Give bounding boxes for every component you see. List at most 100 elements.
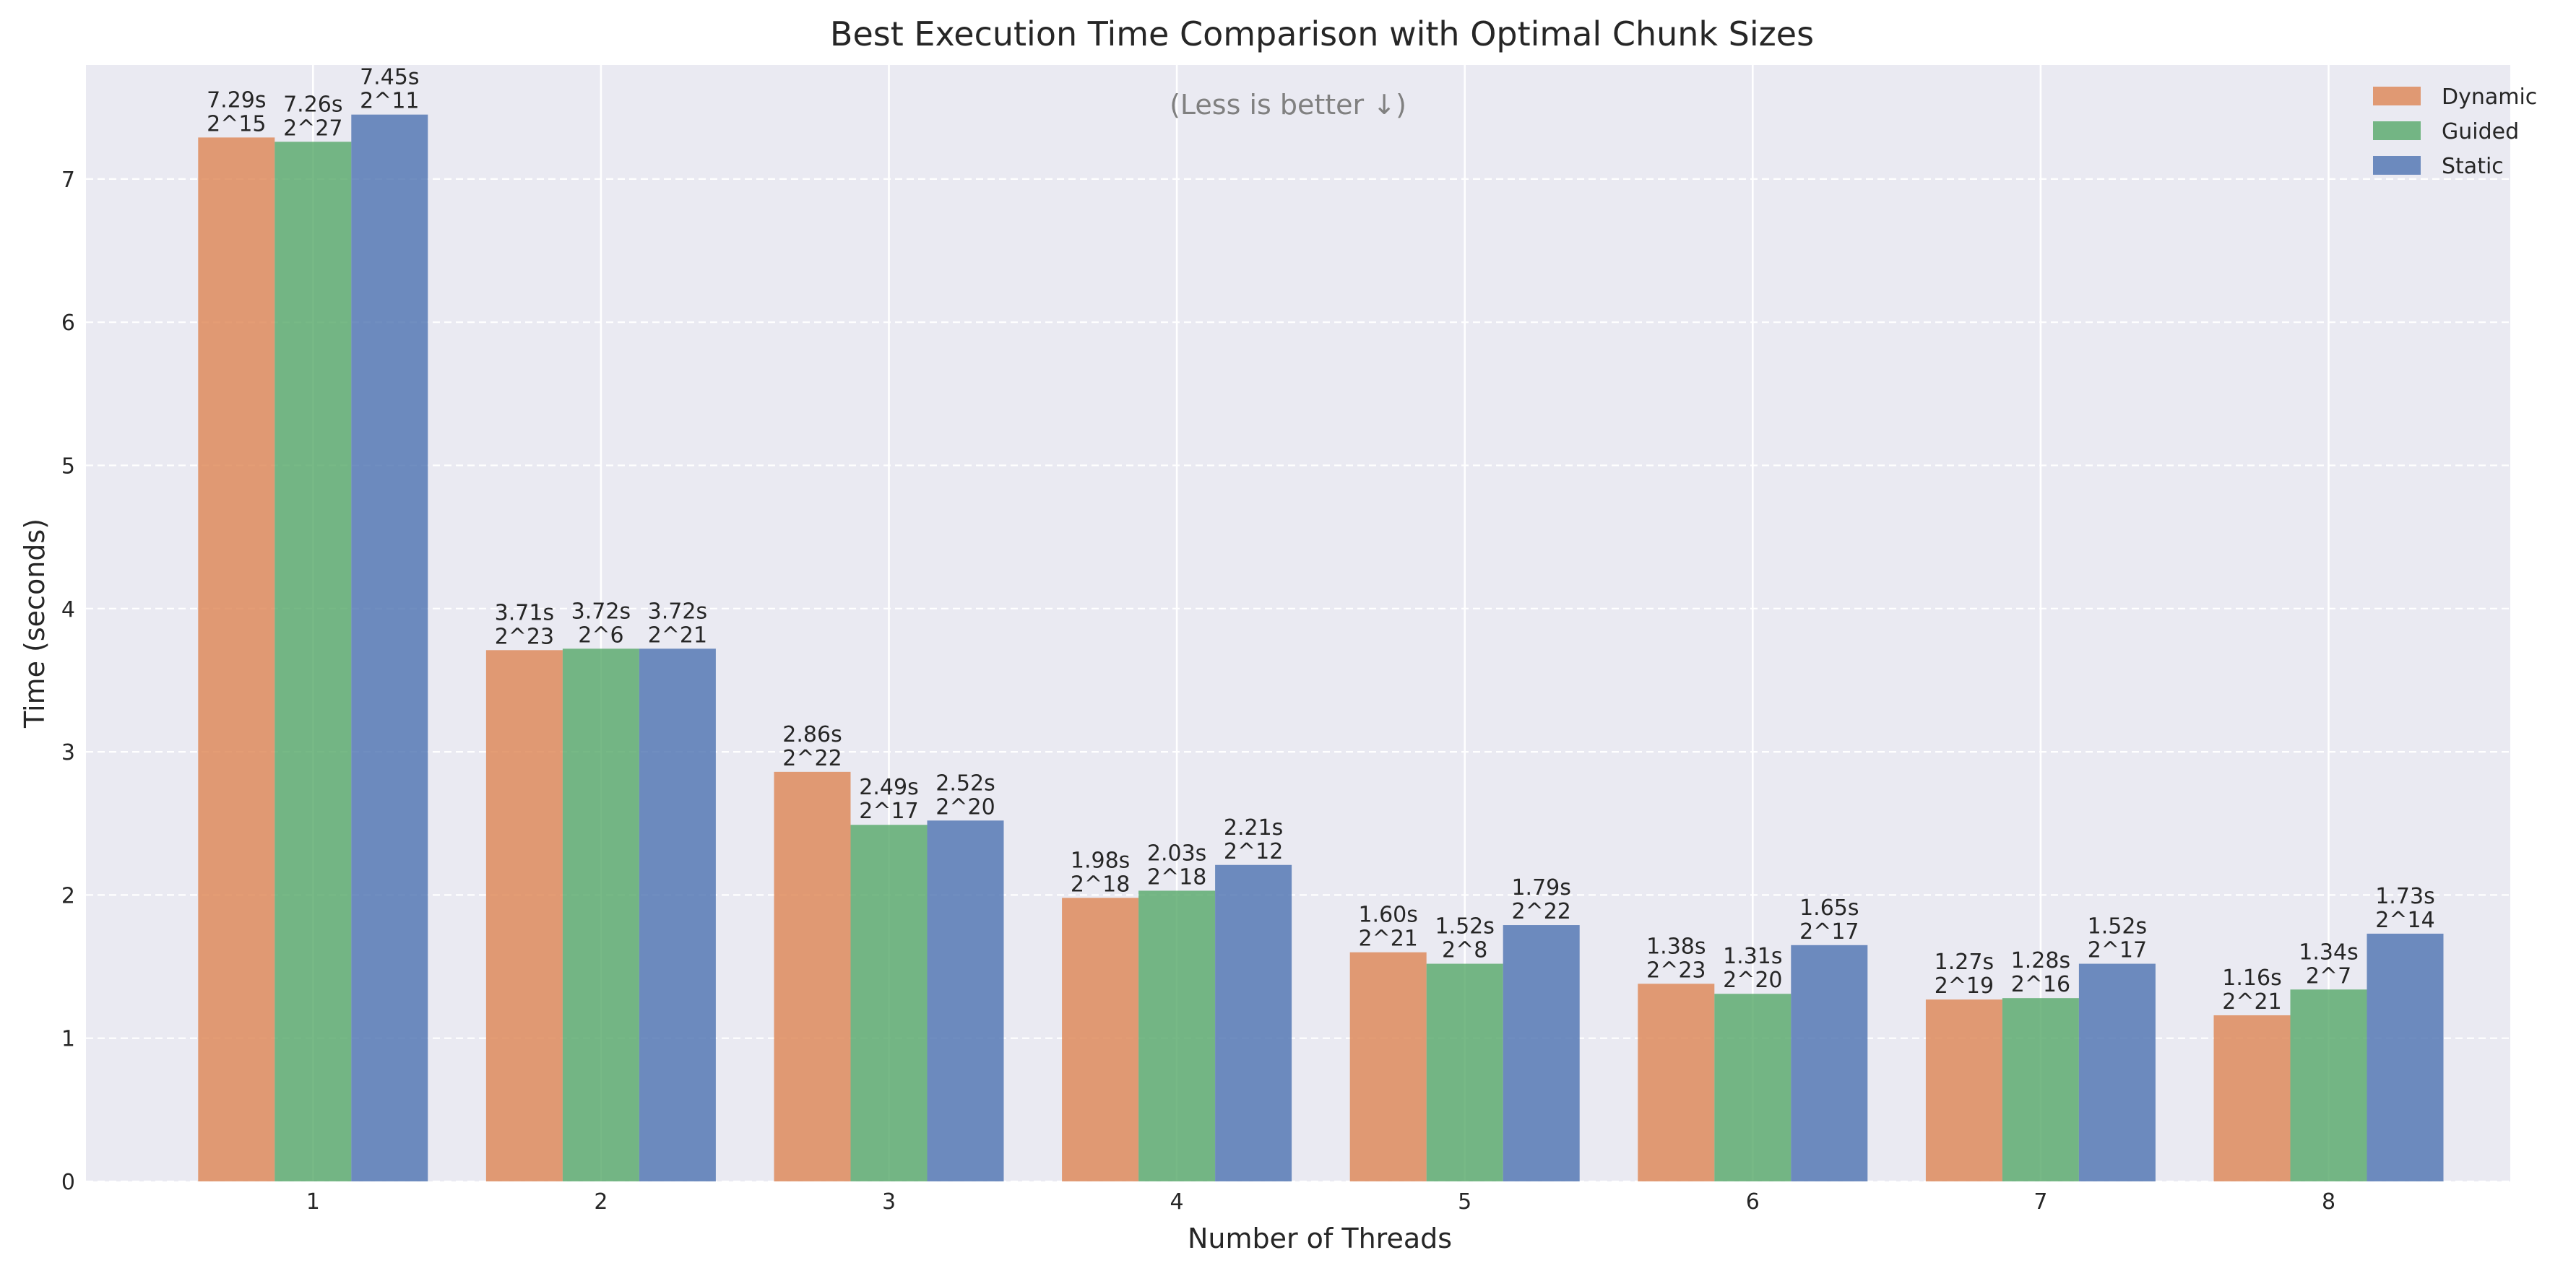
- x-tick-label: 5: [1458, 1189, 1471, 1215]
- bar-chunk-label: 2^18: [1147, 864, 1206, 890]
- bar-labels-layer: 7.29s2^153.71s2^232.86s2^221.98s2^181.60…: [207, 65, 2435, 1015]
- y-tick-label: 5: [61, 454, 75, 479]
- legend: Dynamic Guided Static: [2373, 84, 2537, 179]
- x-tick-label: 1: [306, 1189, 320, 1215]
- bar-guided-5: [1426, 963, 1503, 1181]
- bar-guided-2: [562, 648, 639, 1181]
- bar-chunk-label: 2^21: [2222, 989, 2281, 1015]
- bar-time-label: 1.60s: [1358, 903, 1417, 928]
- bar-static-3: [927, 820, 1004, 1181]
- bar-chunk-label: 2^17: [1799, 919, 1859, 945]
- less-is-better-note: (Less is better ↓): [1170, 89, 1406, 121]
- bar-guided-3: [850, 825, 928, 1181]
- bar-time-label: 2.52s: [935, 771, 995, 796]
- bar-chunk-label: 2^14: [2375, 908, 2434, 933]
- legend-label-dynamic: Dynamic: [2442, 84, 2537, 110]
- y-tick-label: 1: [61, 1027, 75, 1052]
- bar-time-label: 2.49s: [859, 775, 918, 800]
- bar-time-label: 1.52s: [1435, 914, 1494, 939]
- bar-chunk-label: 2^18: [1071, 872, 1130, 897]
- y-tick-label: 2: [61, 883, 75, 908]
- bar-guided-7: [2002, 998, 2079, 1181]
- bar-static-7: [2078, 963, 2156, 1181]
- bar-dynamic-7: [1925, 999, 2002, 1181]
- y-axis-label: Time (seconds): [19, 518, 51, 729]
- bar-chunk-label: 2^20: [935, 794, 995, 820]
- bar-time-label: 1.27s: [1935, 950, 1994, 975]
- legend-swatch-guided: [2373, 121, 2421, 140]
- bar-chunk-label: 2^6: [578, 622, 623, 648]
- bar-dynamic-8: [2213, 1015, 2291, 1181]
- bar-guided-1: [275, 142, 352, 1181]
- bar-time-label: 7.45s: [360, 65, 419, 90]
- bar-chunk-label: 2^17: [859, 799, 918, 824]
- bar-guided-4: [1138, 890, 1216, 1181]
- x-tick-label: 4: [1170, 1189, 1184, 1215]
- bar-static-6: [1791, 945, 1868, 1181]
- bar-static-5: [1503, 925, 1580, 1181]
- bar-time-label: 2.21s: [1224, 815, 1283, 841]
- bar-static-4: [1215, 864, 1292, 1181]
- bar-dynamic-3: [774, 771, 851, 1181]
- bar-guided-6: [1714, 994, 1791, 1181]
- bar-chunk-label: 2^21: [1358, 926, 1417, 952]
- bar-dynamic-6: [1638, 984, 1715, 1181]
- bar-chunk-label: 2^17: [2088, 938, 2147, 963]
- bar-time-label: 1.73s: [2375, 884, 2434, 909]
- bar-chunk-label: 2^12: [1224, 839, 1283, 864]
- bar-chunk-label: 2^16: [2011, 972, 2070, 997]
- y-tick-label: 7: [61, 168, 75, 193]
- legend-label-static: Static: [2442, 154, 2504, 179]
- bar-time-label: 1.52s: [2088, 914, 2147, 939]
- bar-time-label: 1.38s: [1646, 934, 1706, 959]
- bar-time-label: 3.71s: [495, 600, 554, 625]
- bar-dynamic-2: [485, 650, 563, 1181]
- bar-dynamic-1: [198, 137, 275, 1181]
- bar-chunk-label: 2^27: [283, 116, 342, 141]
- bar-time-label: 1.28s: [2011, 948, 2070, 973]
- bar-chunk-label: 2^8: [1442, 938, 1487, 963]
- bar-time-label: 1.65s: [1799, 895, 1859, 921]
- bar-time-label: 1.98s: [1071, 848, 1130, 873]
- y-tick-label: 4: [61, 597, 75, 622]
- bar-chunk-label: 2^11: [360, 89, 419, 114]
- bar-time-label: 1.16s: [2222, 965, 2281, 991]
- y-tick-label: 0: [61, 1170, 75, 1195]
- bar-dynamic-4: [1062, 898, 1139, 1181]
- bar-chunk-label: 2^19: [1935, 973, 1994, 999]
- y-tick-label: 6: [61, 311, 75, 336]
- bars-layer: [198, 114, 2444, 1181]
- bar-chunk-label: 2^20: [1723, 968, 1782, 993]
- bar-time-label: 1.79s: [1511, 875, 1570, 900]
- bar-time-label: 7.29s: [207, 87, 266, 113]
- bar-dynamic-5: [1349, 952, 1427, 1181]
- bar-chunk-label: 2^21: [648, 622, 707, 648]
- legend-swatch-dynamic: [2373, 87, 2421, 105]
- bar-time-label: 1.34s: [2299, 939, 2358, 965]
- x-tick-label: 3: [882, 1189, 896, 1215]
- bar-guided-8: [2290, 989, 2367, 1181]
- bar-chunk-label: 2^22: [782, 746, 842, 771]
- y-tick-label: 3: [61, 740, 75, 765]
- bar-chunk-label: 2^22: [1511, 899, 1570, 924]
- x-tick-label: 8: [2322, 1189, 2335, 1215]
- bar-chunk-label: 2^23: [495, 624, 554, 649]
- bar-chunk-label: 2^15: [207, 111, 266, 136]
- bar-static-1: [351, 114, 428, 1181]
- chart-title: Best Execution Time Comparison with Opti…: [830, 14, 1814, 53]
- bar-time-label: 1.31s: [1723, 944, 1782, 969]
- x-axis-label: Number of Threads: [1188, 1223, 1452, 1254]
- bar-time-label: 3.72s: [648, 599, 707, 624]
- legend-label-guided: Guided: [2442, 119, 2519, 144]
- bar-chunk-label: 2^23: [1646, 958, 1706, 983]
- tick-labels-layer: 0 1 2 3 4 5 6 7 1 2 3 4 5 6 7 8: [61, 168, 2335, 1215]
- bar-time-label: 3.72s: [571, 599, 631, 624]
- bar-time-label: 2.86s: [782, 722, 842, 747]
- x-tick-label: 7: [2033, 1189, 2047, 1215]
- legend-swatch-static: [2373, 156, 2421, 175]
- bar-time-label: 7.26s: [283, 92, 342, 117]
- bar-static-8: [2367, 933, 2444, 1181]
- bar-chunk-label: 2^7: [2306, 963, 2351, 989]
